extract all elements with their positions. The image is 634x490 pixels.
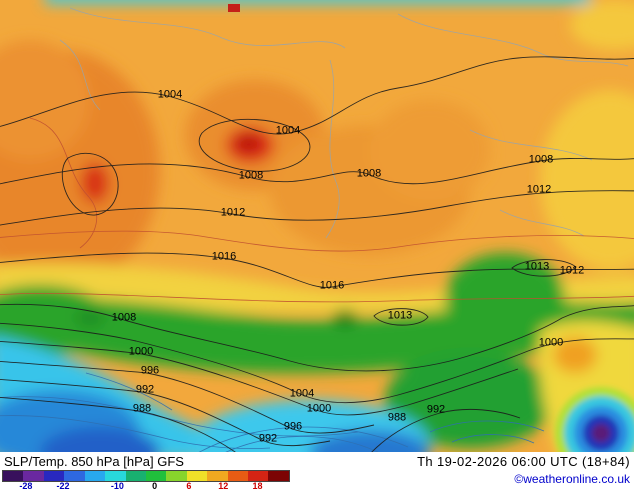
- colorbar-segment: [43, 471, 65, 481]
- temperature-colorbar: [2, 470, 290, 482]
- colorbar-segment: [248, 471, 269, 481]
- colorbar-tick: -22: [56, 481, 70, 490]
- colorbar-segment: [227, 471, 249, 481]
- colorbar-segment: [125, 471, 146, 481]
- colorbar-segment: [268, 471, 289, 481]
- colorbar-segment: [207, 471, 228, 481]
- map-area: 1004 1004 1008 1008 1008 1012 1012 1016 1016 1013…: [0, 0, 634, 452]
- colorbar-segment: [105, 471, 126, 481]
- colorbar-segment: [186, 471, 208, 481]
- colorbar-tick: -28: [19, 481, 33, 490]
- colorbar-tick: 12: [218, 481, 229, 490]
- ocean-contours: [0, 372, 545, 452]
- colorbar-segment: [84, 471, 106, 481]
- valid-time-label: Th 19-02-2026 06:00 UTC (18+84): [417, 454, 630, 469]
- colorbar-segment: [166, 471, 187, 481]
- colorbar-tick: -10: [110, 481, 124, 490]
- footer-bar: SLP/Temp. 850 hPa [hPa] GFS Th 19-02-202…: [0, 452, 634, 490]
- temperature-field-map: [0, 0, 634, 452]
- credit-link[interactable]: ©weatheronline.co.uk: [514, 472, 630, 486]
- colorbar-segment: [3, 471, 24, 481]
- cyclone-rings: [555, 387, 634, 452]
- hot-spot-marker: [228, 4, 240, 12]
- colorbar-segment: [145, 471, 167, 481]
- colorbar-ticks: -28 -22 -10 0 6 12 18: [3, 481, 289, 490]
- chart-title: SLP/Temp. 850 hPa [hPa] GFS: [4, 454, 184, 469]
- colorbar-tick: 0: [152, 481, 158, 490]
- colorbar-segment: [64, 471, 85, 481]
- isotherm-lines: [0, 117, 634, 303]
- colorbar-tick: 18: [252, 481, 263, 490]
- colorbar-tick: 6: [186, 481, 192, 490]
- temperature-field: [0, 0, 634, 452]
- isobar-contours: [0, 56, 634, 452]
- colorbar-segment: [23, 471, 44, 481]
